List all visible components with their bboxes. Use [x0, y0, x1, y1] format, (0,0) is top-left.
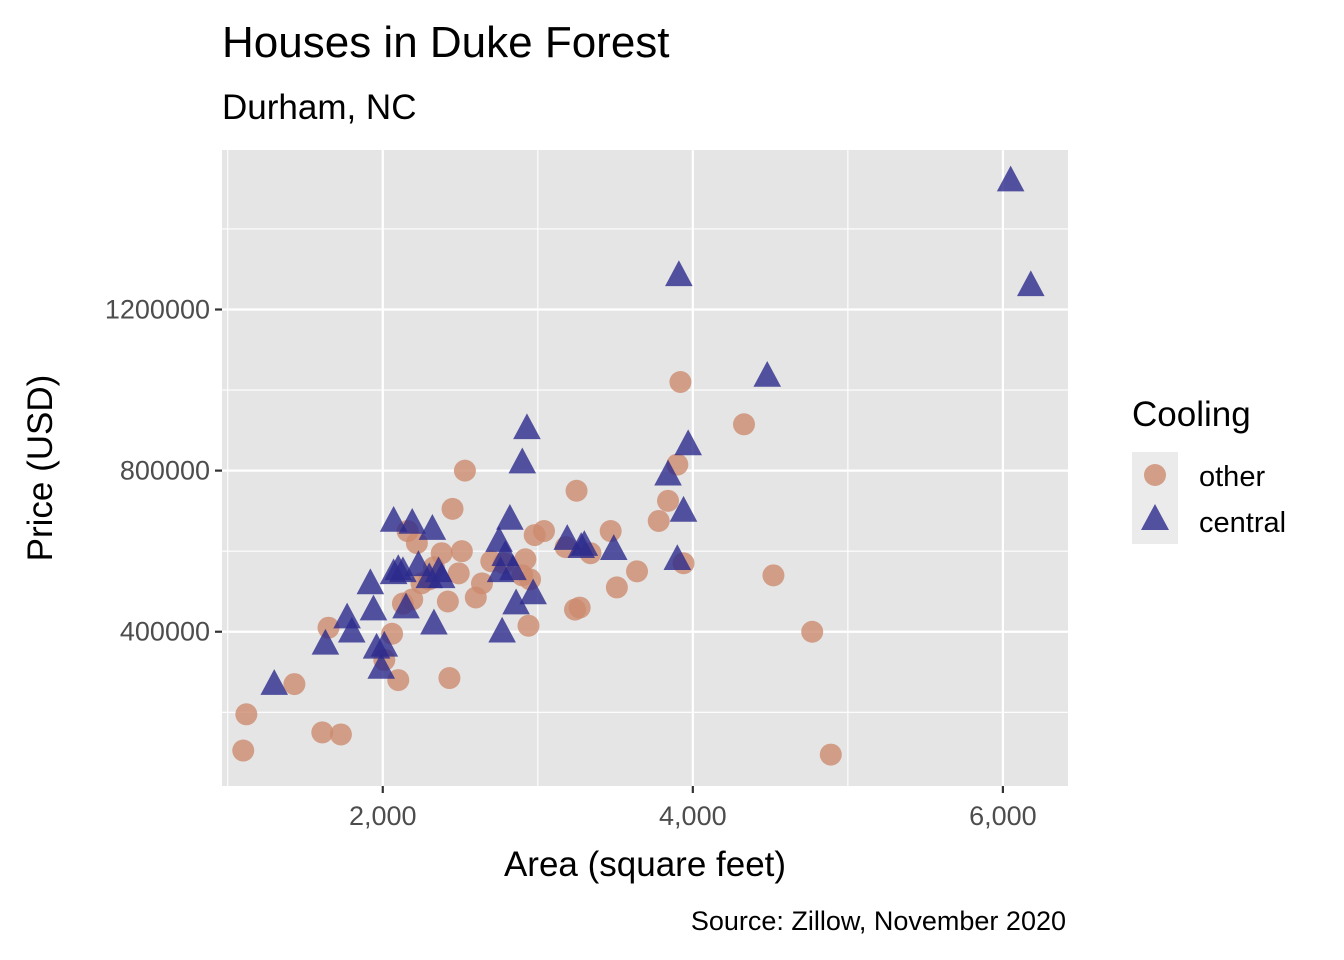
data-point-other — [447, 562, 470, 585]
data-point-central — [392, 592, 420, 619]
data-point-central — [496, 503, 524, 530]
data-point-central — [499, 554, 527, 581]
data-point-other — [657, 489, 680, 512]
data-point-other — [450, 540, 473, 563]
data-point-other — [311, 721, 334, 744]
data-point-central — [663, 544, 692, 571]
data-point-other — [801, 620, 824, 643]
data-point-central — [260, 669, 289, 695]
data-point-other — [669, 371, 692, 394]
x-axis: 2,000 4,000 6,000 — [349, 786, 1037, 831]
data-points — [232, 165, 1045, 766]
data-point-central — [553, 524, 582, 550]
data-point-other — [235, 703, 258, 726]
data-point-central — [488, 616, 516, 643]
data-point-other — [317, 616, 340, 639]
data-point-central — [311, 628, 340, 655]
data-point-central — [337, 616, 366, 643]
data-point-central — [513, 413, 541, 440]
data-point-central — [367, 652, 396, 679]
data-point-other — [514, 548, 537, 571]
data-point-central — [502, 588, 530, 615]
data-point-central — [654, 459, 682, 486]
data-point-other — [283, 673, 306, 696]
data-point-other — [732, 413, 755, 436]
data-point-other — [568, 596, 591, 619]
data-point-central — [418, 514, 447, 540]
data-point-other — [626, 560, 649, 583]
data-point-other — [232, 739, 255, 762]
data-point-other — [438, 667, 461, 690]
data-point-other — [532, 520, 555, 543]
data-point-other — [565, 479, 588, 502]
data-point-other — [329, 723, 352, 746]
y-axis: 400000 800000 1200000 — [105, 295, 222, 647]
data-point-central — [508, 447, 537, 474]
x-tick-label: 2,000 — [349, 801, 417, 831]
data-point-central — [674, 429, 702, 456]
data-point-other — [436, 590, 459, 613]
data-point-central — [753, 360, 782, 387]
data-point-central — [570, 530, 599, 556]
data-point-central — [398, 507, 427, 534]
data-point-other — [605, 576, 628, 599]
chart-subtitle: Durham, NC — [222, 88, 416, 127]
minor-gridlines — [222, 150, 1068, 786]
data-point-other — [387, 669, 410, 692]
y-tick-label: 1200000 — [105, 295, 210, 325]
data-point-central — [665, 260, 693, 287]
data-point-other — [517, 614, 540, 637]
legend-key-other-circle — [1144, 464, 1166, 486]
data-point-other — [470, 572, 493, 595]
x-axis-title: Area (square feet) — [504, 845, 786, 884]
legend: Cooling other central — [1132, 395, 1286, 544]
data-point-other — [430, 542, 453, 565]
legend-title: Cooling — [1132, 395, 1251, 434]
x-tick-label: 6,000 — [969, 801, 1037, 831]
data-point-other — [453, 459, 476, 482]
chart-caption: Source: Zillow, November 2020 — [691, 906, 1066, 936]
data-point-other — [647, 509, 670, 532]
data-point-central — [420, 608, 448, 635]
plot-panel — [222, 150, 1068, 786]
y-axis-title: Price (USD) — [21, 375, 60, 562]
data-point-central — [404, 550, 433, 577]
legend-label-other: other — [1199, 461, 1265, 493]
data-point-central — [669, 495, 698, 522]
data-point-central — [599, 534, 628, 560]
legend-label-central: central — [1199, 507, 1286, 539]
data-point-central — [519, 578, 547, 605]
data-point-central — [356, 568, 385, 595]
data-point-central — [996, 165, 1025, 192]
data-point-other — [762, 564, 785, 587]
data-point-central — [1016, 270, 1045, 297]
data-point-other — [819, 743, 842, 766]
data-point-central — [359, 594, 388, 621]
chart-title: Houses in Duke Forest — [222, 18, 670, 67]
y-tick-label: 400000 — [120, 617, 210, 647]
data-point-central — [370, 630, 399, 657]
x-tick-label: 4,000 — [659, 801, 727, 831]
major-gridlines — [222, 150, 1068, 786]
data-point-other — [441, 497, 464, 520]
legend-key-central-triangle — [1141, 504, 1169, 530]
data-point-central — [379, 505, 408, 532]
data-point-other — [599, 520, 622, 543]
data-point-central — [427, 562, 456, 589]
y-tick-label: 800000 — [120, 456, 210, 486]
